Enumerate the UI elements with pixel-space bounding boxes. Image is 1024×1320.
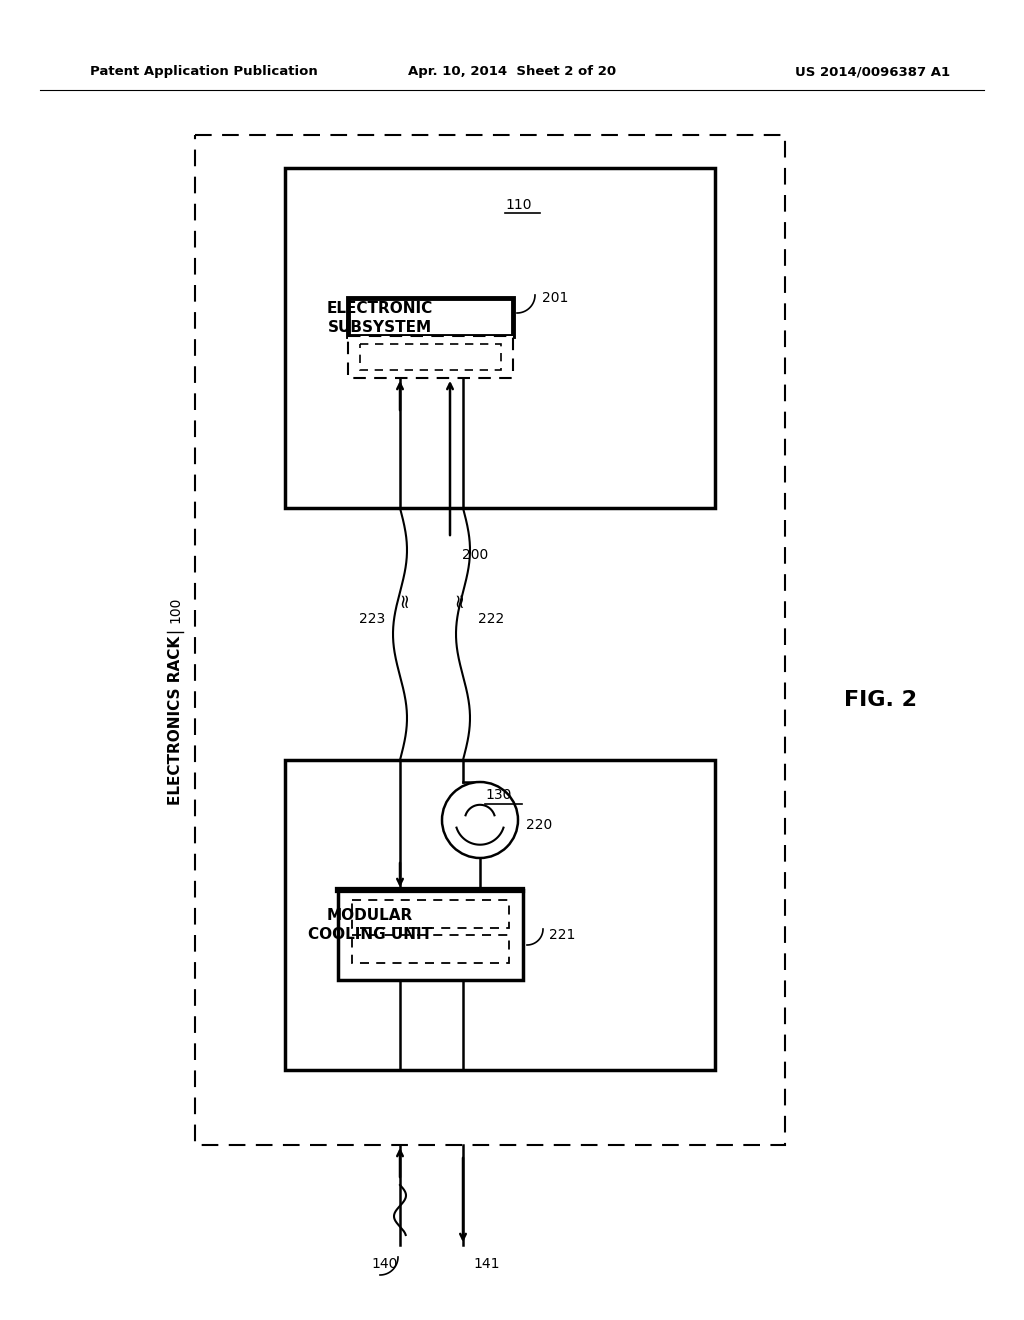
Text: 200: 200 bbox=[462, 548, 488, 562]
Text: 110: 110 bbox=[505, 198, 531, 213]
Text: MODULAR
COOLING UNIT: MODULAR COOLING UNIT bbox=[308, 908, 432, 942]
Bar bbox=[348, 298, 513, 337]
Text: 223: 223 bbox=[358, 612, 385, 626]
Bar bbox=[348, 337, 513, 378]
Text: Apr. 10, 2014  Sheet 2 of 20: Apr. 10, 2014 Sheet 2 of 20 bbox=[408, 66, 616, 78]
Text: 141: 141 bbox=[473, 1257, 500, 1271]
Text: FIG. 2: FIG. 2 bbox=[844, 690, 916, 710]
Bar bbox=[285, 760, 715, 1071]
Bar bbox=[285, 168, 715, 508]
Text: ELECTRONIC
SUBSYSTEM: ELECTRONIC SUBSYSTEM bbox=[327, 301, 433, 335]
Text: 140: 140 bbox=[372, 1257, 398, 1271]
Text: ≈: ≈ bbox=[450, 591, 469, 607]
Bar bbox=[360, 345, 501, 370]
Text: 130: 130 bbox=[485, 788, 511, 803]
Text: 221: 221 bbox=[549, 928, 575, 942]
Bar bbox=[352, 900, 509, 928]
Text: Patent Application Publication: Patent Application Publication bbox=[90, 66, 317, 78]
Bar bbox=[195, 135, 785, 1144]
Bar bbox=[352, 935, 509, 964]
Bar bbox=[338, 890, 523, 979]
Text: ELECTRONICS RACK: ELECTRONICS RACK bbox=[168, 635, 182, 805]
Text: 222: 222 bbox=[478, 612, 504, 626]
Text: 220: 220 bbox=[526, 818, 552, 832]
Text: ≈: ≈ bbox=[394, 591, 414, 607]
Text: US 2014/0096387 A1: US 2014/0096387 A1 bbox=[795, 66, 950, 78]
Circle shape bbox=[442, 781, 518, 858]
Text: 201: 201 bbox=[542, 290, 568, 305]
Text: 100: 100 bbox=[168, 597, 182, 623]
